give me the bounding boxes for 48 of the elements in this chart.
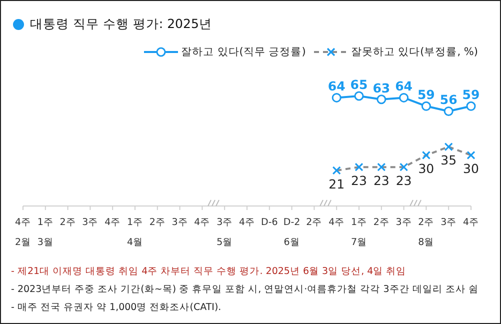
x-tick-label: 4주 2월 — [14, 217, 32, 248]
legend-label: 잘하고 있다(직무 긍정률) — [180, 45, 306, 59]
point — [354, 91, 364, 101]
data-label: 59 — [417, 87, 435, 102]
x-tick-label: D-2 6월 — [283, 217, 300, 248]
x-tick-label: 2주 8월 — [418, 217, 434, 248]
data-label: 21 — [328, 176, 345, 192]
data-label: 65 — [350, 77, 368, 92]
x-tick-label: 2주 — [60, 217, 76, 228]
x-tick-label: 1주 4월 — [126, 217, 144, 248]
legend-label: 잘못하고 있다(부정률, %) — [350, 45, 478, 59]
x-tick-label: 4주 — [104, 217, 121, 228]
x-tick-label: 4주 — [328, 217, 345, 228]
data-label: 64 — [328, 78, 346, 94]
data-label: 59 — [462, 87, 480, 102]
x-tick-label: D-6 — [261, 217, 278, 228]
x-tick-label: 2주 — [373, 217, 390, 228]
point — [376, 94, 386, 104]
data-label: 30 — [463, 161, 479, 176]
data-label: 64 — [395, 78, 413, 94]
text: - 제21대 이재명 대통령 취임 4주 차부터 직무 수행 평가. 2025년 6월 3일 당선, 4일 취임 — [11, 265, 408, 279]
chart-title: 대통령 직무 수행 평가: 2025년 — [30, 16, 212, 33]
point — [421, 101, 431, 111]
x-tick-label: 1주 3월 — [37, 217, 54, 248]
x-tick-label: 2주 — [306, 217, 322, 228]
point — [399, 92, 409, 102]
data-label: 35 — [440, 152, 457, 168]
x-tick-label: 3주 — [396, 217, 412, 228]
point — [444, 106, 454, 116]
data-label: 63 — [372, 80, 390, 96]
x-tick-label: 4주 — [462, 217, 480, 228]
x-tick-label: 4주 — [238, 217, 256, 228]
x-tick-label: 3주 5월 — [216, 217, 233, 248]
data-label: 56 — [440, 92, 458, 108]
data-label: 30 — [418, 161, 434, 176]
data-label: 23 — [373, 172, 390, 188]
text: - 2023년부터 주중 조사 기간(화~목) 중 휴무일 포함 시, 연말연시·여름휴가철 각각 3주간 데일리 조사 쉼 — [11, 283, 478, 297]
point — [332, 92, 342, 102]
data-label: 23 — [351, 172, 367, 188]
x-tick-label: 3주 — [172, 217, 188, 228]
x-tick-label: 1주 7월 — [350, 217, 368, 248]
x-tick-label: 2주 — [149, 217, 166, 228]
x-tick-label: 4주 — [194, 217, 210, 228]
x-tick-label: 3주 — [440, 217, 457, 228]
point — [466, 101, 476, 111]
x-tick-label: 3주 — [82, 217, 98, 228]
data-label: 23 — [396, 172, 412, 188]
text: - 매주 전국 유권자 약 1,000명 전화조사(CATI). — [11, 301, 222, 315]
